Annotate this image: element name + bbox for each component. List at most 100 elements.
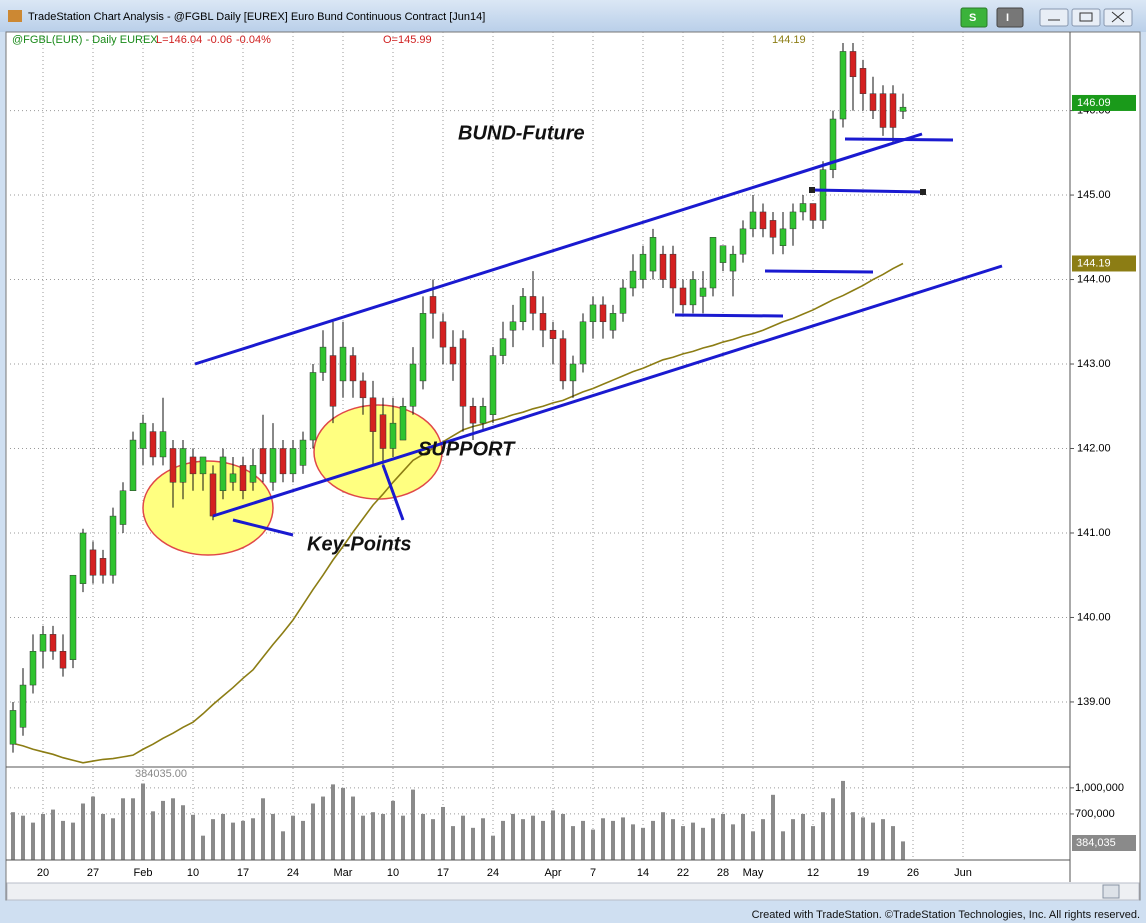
- window-button-glyphs: [1048, 11, 1125, 23]
- candle-body: [719, 245, 727, 263]
- ma-readout: 144.19: [772, 34, 806, 46]
- candle-body: [129, 439, 137, 491]
- volume-bar: [251, 818, 255, 860]
- candle-body: [799, 203, 807, 213]
- volume-bar: [621, 817, 625, 860]
- volume-bar: [311, 803, 315, 860]
- support-line: [212, 264, 1003, 518]
- volume-bar: [131, 798, 135, 860]
- volume-bar: [331, 784, 335, 860]
- moving-average: [12, 262, 904, 764]
- title-bar: [0, 0, 1146, 32]
- candle-body: [519, 296, 527, 323]
- y-tick-label: 141.00: [1077, 527, 1111, 539]
- volume-bar: [91, 796, 95, 860]
- volume-bar: [321, 796, 325, 860]
- y-tick-label: 145.00: [1077, 189, 1111, 201]
- volume-bar: [271, 813, 275, 860]
- x-tick-label: 24: [487, 867, 499, 879]
- volume-bar: [201, 835, 205, 860]
- maximize-button[interactable]: [1071, 8, 1101, 27]
- candle-body: [589, 304, 597, 323]
- volume-bar: [181, 805, 185, 860]
- volume-bar: [361, 815, 365, 860]
- candle-body: [379, 414, 387, 449]
- candle-body: [629, 270, 637, 289]
- volume-bar: [31, 822, 35, 860]
- volume-bar: [881, 819, 885, 860]
- candle-body: [789, 211, 797, 230]
- candle-body: [119, 490, 127, 525]
- candle-body: [279, 448, 287, 475]
- volume-bar: [591, 829, 595, 860]
- volume-bar: [211, 819, 215, 860]
- volume-bar: [261, 798, 265, 860]
- candle-body: [439, 321, 447, 348]
- indicator-button-label[interactable]: I: [1006, 12, 1009, 24]
- volume-bar: [401, 815, 405, 860]
- volume-bar: [41, 813, 45, 860]
- line-handle: [920, 189, 926, 195]
- candle-body: [689, 279, 697, 306]
- indicator-button[interactable]: [996, 7, 1024, 28]
- candle-body: [829, 118, 837, 170]
- volume-bar: [511, 813, 515, 860]
- volume-bar: [231, 822, 235, 860]
- app-icon: [8, 10, 22, 22]
- volume-readout: 384035.00: [135, 768, 187, 780]
- volume-bar: [351, 796, 355, 860]
- minimize-button[interactable]: [1039, 8, 1069, 27]
- candle-body: [879, 93, 887, 128]
- candle-body: [189, 456, 197, 475]
- candle-body: [729, 253, 737, 272]
- scrollbar[interactable]: [6, 882, 1140, 901]
- y-tick-label: 140.00: [1077, 611, 1111, 623]
- candle-body: [779, 228, 787, 246]
- candle-body: [169, 448, 177, 483]
- strategy-button[interactable]: [960, 7, 988, 28]
- volume-bar: [21, 815, 25, 860]
- candle-body: [9, 710, 17, 745]
- candle-body: [49, 634, 57, 652]
- candle-body: [89, 549, 97, 576]
- candle-body: [99, 558, 107, 576]
- volume-bar: [631, 824, 635, 860]
- volume-tick-label: 1,000,000: [1075, 782, 1124, 794]
- volume-bar: [341, 787, 345, 860]
- candle-body: [329, 355, 337, 407]
- ma-value-label: 144.19: [1077, 257, 1111, 269]
- candle-body: [649, 237, 657, 272]
- volume-bar: [301, 820, 305, 860]
- candle-body: [259, 448, 267, 475]
- candle-body: [549, 329, 557, 339]
- support-label: SUPPORT: [418, 438, 516, 460]
- volume-bar: [681, 826, 685, 860]
- strategy-button-label[interactable]: S: [969, 12, 976, 24]
- candle-body: [409, 363, 417, 407]
- volume-bar: [661, 812, 665, 860]
- y-tick-label: 144.00: [1077, 273, 1111, 285]
- scrollbar-thumb[interactable]: [1102, 884, 1120, 899]
- line-handle: [809, 187, 815, 193]
- volume-bar: [641, 827, 645, 860]
- volume-bar: [111, 818, 115, 860]
- candle-body: [619, 287, 627, 314]
- volume-bar: [601, 818, 605, 860]
- candle-body: [309, 372, 317, 441]
- volume-bar: [431, 819, 435, 860]
- symbol-readout: @FGBL(EUR) - Daily EUREX: [12, 34, 158, 46]
- candle-body: [679, 287, 687, 306]
- volume-bar: [11, 812, 15, 860]
- x-tick-label: 14: [637, 867, 649, 879]
- candle-body: [639, 253, 647, 280]
- volume-bar: [901, 841, 905, 860]
- volume-bar: [491, 835, 495, 860]
- candle-body: [69, 574, 77, 660]
- candle-body: [359, 380, 367, 399]
- volume-bar: [521, 819, 525, 860]
- ma-value-box: [1072, 255, 1136, 272]
- last-price-box: [1072, 94, 1136, 111]
- volume-bar: [81, 803, 85, 860]
- volume-bar: [841, 780, 845, 860]
- volume-bar: [161, 800, 165, 860]
